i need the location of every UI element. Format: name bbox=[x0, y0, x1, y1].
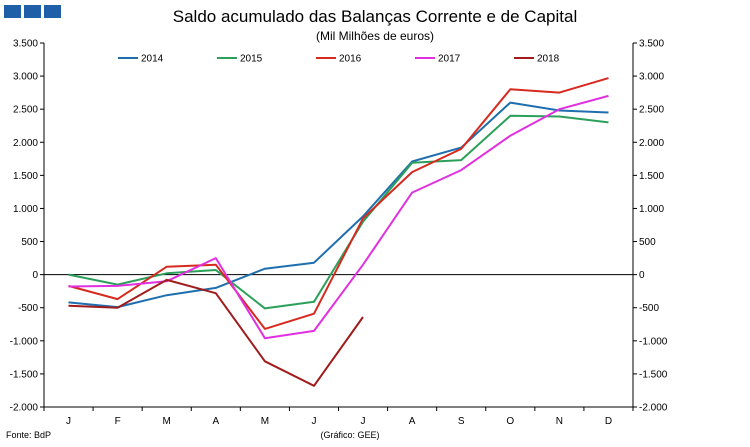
series-line-2014 bbox=[68, 101, 609, 309]
x-tick-label: M bbox=[261, 416, 269, 427]
x-tick-label: D bbox=[605, 416, 612, 427]
chart-subtitle: (Mil Milhões de euros) bbox=[315, 29, 435, 43]
legend-label-2018: 2018 bbox=[537, 54, 560, 65]
left-y-tick-label: 0 bbox=[32, 270, 38, 281]
right-y-tick-label: 2.000 bbox=[639, 138, 664, 149]
left-y-tick-label: 3.500 bbox=[13, 39, 38, 50]
right-y-tick-label: -1.500 bbox=[639, 369, 668, 380]
left-y-tick-label: 2.000 bbox=[13, 138, 38, 149]
x-tick-label: A bbox=[212, 416, 219, 427]
right-y-tick-label: 500 bbox=[639, 237, 656, 248]
right-y-tick-label: 0 bbox=[639, 270, 645, 281]
right-y-tick-label: 3.500 bbox=[639, 39, 664, 50]
right-y-tick-label: 1.500 bbox=[639, 171, 664, 182]
x-tick-label: A bbox=[409, 416, 416, 427]
left-y-tick-label: -1.000 bbox=[10, 336, 39, 347]
logo-block bbox=[4, 5, 21, 18]
series-line-2018 bbox=[68, 278, 364, 387]
left-y-tick-label: 500 bbox=[21, 237, 38, 248]
left-y-tick-label: 1.500 bbox=[13, 171, 38, 182]
series-line-2017 bbox=[68, 94, 609, 340]
legend-label-2015: 2015 bbox=[240, 54, 263, 65]
legend-label-2016: 2016 bbox=[339, 54, 362, 65]
x-tick-label: M bbox=[163, 416, 171, 427]
series-line-2015 bbox=[68, 114, 609, 310]
left-y-tick-label: -2.000 bbox=[10, 403, 39, 414]
x-tick-label: J bbox=[311, 416, 316, 427]
right-y-tick-label: -2.000 bbox=[639, 403, 668, 414]
series-line-2016 bbox=[68, 77, 609, 330]
right-y-tick-label: 3.000 bbox=[639, 72, 664, 83]
left-y-tick-label: -1.500 bbox=[10, 369, 39, 380]
legend-label-2017: 2017 bbox=[438, 54, 461, 65]
left-y-tick-label: 1.000 bbox=[13, 204, 38, 215]
x-tick-label: S bbox=[458, 416, 465, 427]
left-y-tick-label: -500 bbox=[18, 303, 38, 314]
x-tick-label: J bbox=[361, 416, 366, 427]
right-y-tick-label: 2.500 bbox=[639, 105, 664, 116]
x-tick-label: O bbox=[506, 416, 514, 427]
right-y-tick-label: -500 bbox=[639, 303, 659, 314]
chart-title: Saldo acumulado das Balanças Corrente e … bbox=[172, 7, 578, 26]
left-y-tick-label: 2.500 bbox=[13, 105, 38, 116]
right-y-tick-label: 1.000 bbox=[639, 204, 664, 215]
logo-block bbox=[44, 5, 61, 18]
x-tick-label: F bbox=[115, 416, 121, 427]
source-note: Fonte: BdP bbox=[6, 430, 52, 440]
chart-credit: (Gráfico: GEE) bbox=[320, 430, 380, 440]
legend-label-2014: 2014 bbox=[141, 54, 164, 65]
x-tick-label: J bbox=[66, 416, 71, 427]
right-y-tick-label: -1.000 bbox=[639, 336, 668, 347]
left-y-tick-label: 3.000 bbox=[13, 72, 38, 83]
logo-block bbox=[24, 5, 41, 18]
x-tick-label: N bbox=[556, 416, 563, 427]
gee-logo bbox=[4, 5, 61, 18]
